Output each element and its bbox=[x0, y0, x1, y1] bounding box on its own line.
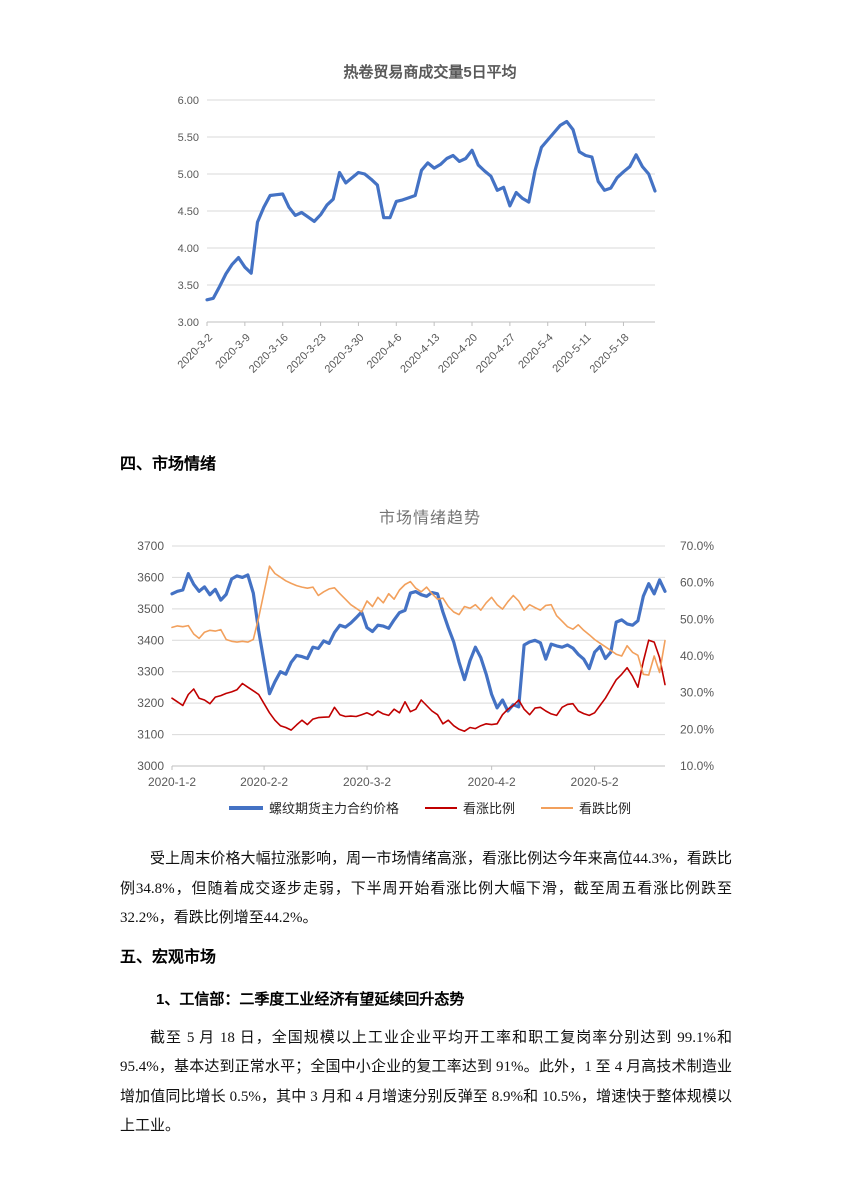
x-axis-label: 2020-5-2 bbox=[571, 775, 619, 789]
sentiment-chart-title: 市场情绪趋势 bbox=[378, 510, 481, 527]
y-axis-label: 3.50 bbox=[178, 280, 199, 292]
macro-item1-heading: 1、工信部：二季度工业经济有望延续回升态势 bbox=[156, 990, 465, 1008]
body-text-column: 受上周末价格大幅拉涨影响，周一市场情绪高涨，看涨比例达今年来高位44.3%，看跌… bbox=[120, 845, 732, 1142]
y-axis-label: 3300 bbox=[137, 665, 164, 679]
x-axis-label: 2020-5-4 bbox=[516, 332, 556, 372]
x-axis-label: 2020-3-2 bbox=[175, 332, 215, 372]
y-axis-label: 3400 bbox=[137, 633, 164, 647]
volume-chart-title: 热卷贸易商成交量5日平均 bbox=[343, 64, 517, 81]
legend-item-bearish: 看跌比例 bbox=[541, 798, 631, 817]
x-axis-label: 2020-4-13 bbox=[398, 332, 442, 376]
x-axis-label: 2020-4-20 bbox=[436, 332, 480, 376]
x-axis-label: 2020-3-16 bbox=[247, 332, 291, 376]
series-line-0 bbox=[170, 572, 667, 713]
legend-label-price: 螺纹期货主力合约价格 bbox=[268, 801, 399, 816]
legend-line-price-icon bbox=[228, 805, 263, 810]
y-axis-label: 3500 bbox=[137, 602, 164, 616]
x-axis-label: 2020-5-18 bbox=[588, 332, 632, 376]
macro-paragraph: 截至 5 月 18 日，全国规模以上工业企业平均开工率和职工复岗率分别达到 99… bbox=[120, 1029, 732, 1135]
right-axis-label: 40.0% bbox=[680, 649, 714, 663]
right-axis-label: 20.0% bbox=[680, 722, 714, 736]
x-axis-label: 2020-3-9 bbox=[213, 332, 253, 372]
y-axis-label: 6.00 bbox=[178, 95, 199, 107]
y-axis-label: 3600 bbox=[137, 570, 164, 584]
sentiment-chart-legend: 螺纹期货主力合约价格 看涨比例 看跌比例 bbox=[120, 798, 740, 817]
x-axis-label: 2020-2-2 bbox=[240, 775, 288, 789]
x-axis-label: 2020-4-2 bbox=[468, 775, 516, 789]
y-axis-label: 3100 bbox=[137, 728, 164, 742]
series-line-1 bbox=[171, 639, 666, 732]
y-axis-label: 3.00 bbox=[178, 317, 199, 329]
y-axis-label: 4.50 bbox=[178, 206, 199, 218]
y-axis-label: 4.00 bbox=[178, 243, 199, 255]
x-axis-label: 2020-3-23 bbox=[285, 332, 329, 376]
right-axis-label: 70.0% bbox=[680, 539, 714, 553]
legend-label-bullish: 看涨比例 bbox=[462, 801, 515, 816]
y-axis-label: 3700 bbox=[137, 539, 164, 553]
y-axis-label: 3200 bbox=[137, 696, 164, 710]
right-axis-label: 10.0% bbox=[680, 759, 714, 773]
y-axis-label: 3000 bbox=[137, 759, 164, 773]
section-heading-market-sentiment: 四、市场情绪 bbox=[120, 456, 217, 473]
right-axis-label: 60.0% bbox=[680, 576, 714, 590]
legend-line-bearish-icon bbox=[541, 806, 573, 809]
right-axis-label: 30.0% bbox=[680, 686, 714, 700]
x-axis-label: 2020-5-11 bbox=[550, 332, 593, 375]
series-line-0 bbox=[205, 119, 657, 302]
legend-item-bullish: 看涨比例 bbox=[424, 798, 515, 817]
legend-label-bearish: 看跌比例 bbox=[579, 801, 632, 816]
x-axis-label: 2020-1-2 bbox=[148, 775, 196, 789]
section-heading-macro: 五、宏观市场 bbox=[120, 948, 217, 966]
sentiment-paragraph: 受上周末价格大幅拉涨影响，周一市场情绪高涨，看涨比例达今年来高位44.3%，看跌… bbox=[120, 851, 732, 926]
x-axis-label: 2020-4-27 bbox=[474, 332, 518, 376]
y-axis-label: 5.00 bbox=[178, 169, 199, 181]
legend-item-price: 螺纹期货主力合约价格 bbox=[228, 798, 399, 817]
y-axis-label: 5.50 bbox=[178, 132, 199, 144]
volume-chart-canvas: 6.005.505.004.504.003.503.002020-3-22020… bbox=[175, 95, 657, 376]
sentiment-chart-canvas: 3700 3600 3500 3400 3300 3200 3100 3000 70.0% 60.… bbox=[137, 539, 714, 789]
series-line-2 bbox=[171, 565, 666, 676]
x-axis-label: 2020-4-6 bbox=[365, 332, 405, 372]
x-axis-label: 2020-3-2 bbox=[343, 775, 391, 789]
right-axis-label: 50.0% bbox=[680, 612, 714, 626]
x-axis-label: 2020-3-30 bbox=[323, 332, 367, 376]
legend-line-bullish-icon bbox=[424, 806, 457, 809]
